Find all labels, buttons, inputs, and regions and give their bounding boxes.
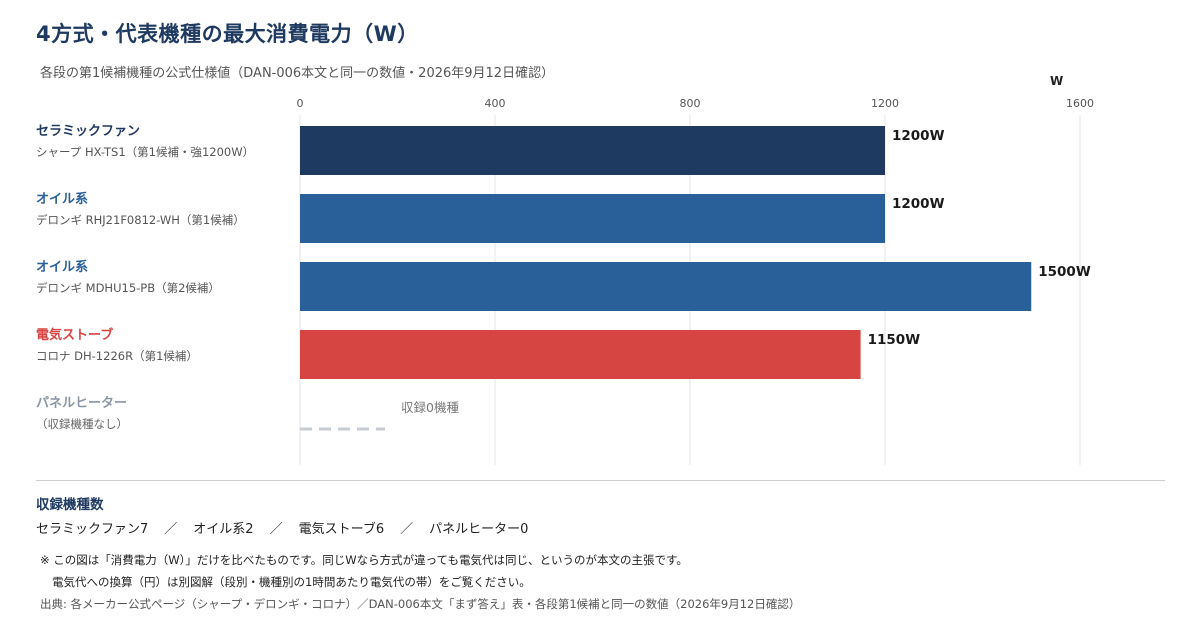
category-label: オイル系デロンギ MDHU15-PB（第2候補） xyxy=(36,256,220,296)
note-line-2: 電気代への換算（円）は別図解（段別・機種別の1時間あたり電気代の帯）をご覧くださ… xyxy=(52,575,531,589)
count-item: オイル系2 xyxy=(193,522,254,537)
category-model: デロンギ MDHU15-PB（第2候補） xyxy=(36,281,220,295)
category-model: デロンギ RHJ21F0812-WH（第1候補） xyxy=(36,213,245,227)
category-name: パネルヒーター xyxy=(36,396,128,411)
note-line-1: ※ この図は「消費電力（W）」だけを比べたものです。同じWなら方式が違っても電気… xyxy=(40,553,688,567)
bar xyxy=(300,126,885,175)
bar-value-label: 1500W xyxy=(1038,264,1091,280)
bar-value-label: 1200W xyxy=(892,128,945,144)
category-label: パネルヒーター （収録機種なし） xyxy=(36,392,128,432)
chart-title: 4方式・代表機種の最大消費電力（W） xyxy=(36,22,419,46)
bar-chart: 0 400 800 1200 1600 1200W 1200W 1500W 1150W 収録0機種 xyxy=(297,97,1094,465)
count-separator: ／ xyxy=(164,522,178,537)
x-tick-label: 800 xyxy=(680,97,701,110)
category-label: 電気ストーブコロナ DH-1226R（第1候補） xyxy=(36,324,198,364)
x-tick-label: 0 xyxy=(297,97,304,110)
divider xyxy=(36,480,1165,481)
count-item: パネルヒーター0 xyxy=(429,522,529,537)
bar-value-label: 収録0機種 xyxy=(401,400,459,415)
bar xyxy=(300,262,1032,311)
category-model: （収録機種なし） xyxy=(36,417,128,431)
bar-value-label: 1150W xyxy=(868,332,921,348)
count-separator: ／ xyxy=(269,522,283,537)
count-item: セラミックファン7 xyxy=(36,522,149,537)
counts-title: 収録機種数 xyxy=(36,497,104,513)
bar xyxy=(300,194,885,243)
category-model: コロナ DH-1226R（第1候補） xyxy=(36,349,198,363)
category-label: セラミックファンシャープ HX-TS1（第1候補・強1200W） xyxy=(36,120,254,160)
bar xyxy=(300,330,861,379)
x-tick-label: 400 xyxy=(485,97,506,110)
category-name: セラミックファン xyxy=(36,124,141,139)
category-name: 電気ストーブ xyxy=(36,328,114,343)
source-note: 出典: 各メーカー公式ページ（シャープ・デロンギ・コロナ）／DAN-006本文「… xyxy=(40,597,801,611)
count-separator: ／ xyxy=(400,522,414,537)
x-tick-label: 1600 xyxy=(1066,97,1094,110)
category-label: オイル系デロンギ RHJ21F0812-WH（第1候補） xyxy=(36,188,245,228)
count-item: 電気ストーブ6 xyxy=(298,522,385,537)
x-tick-label: 1200 xyxy=(871,97,899,110)
counts-line: セラミックファン7 ／ オイル系2 ／ 電気ストーブ6 ／ パネルヒーター0 xyxy=(36,518,528,537)
category-name: オイル系 xyxy=(36,260,89,275)
axis-unit-label: W xyxy=(1050,74,1064,88)
category-model: シャープ HX-TS1（第1候補・強1200W） xyxy=(36,145,255,159)
chart-subtitle: 各段の第1候補機種の公式仕様値（DAN-006本文と同一の数値・2026年9月1… xyxy=(40,66,555,81)
bar-value-label: 1200W xyxy=(892,196,945,212)
category-name: オイル系 xyxy=(36,192,89,207)
